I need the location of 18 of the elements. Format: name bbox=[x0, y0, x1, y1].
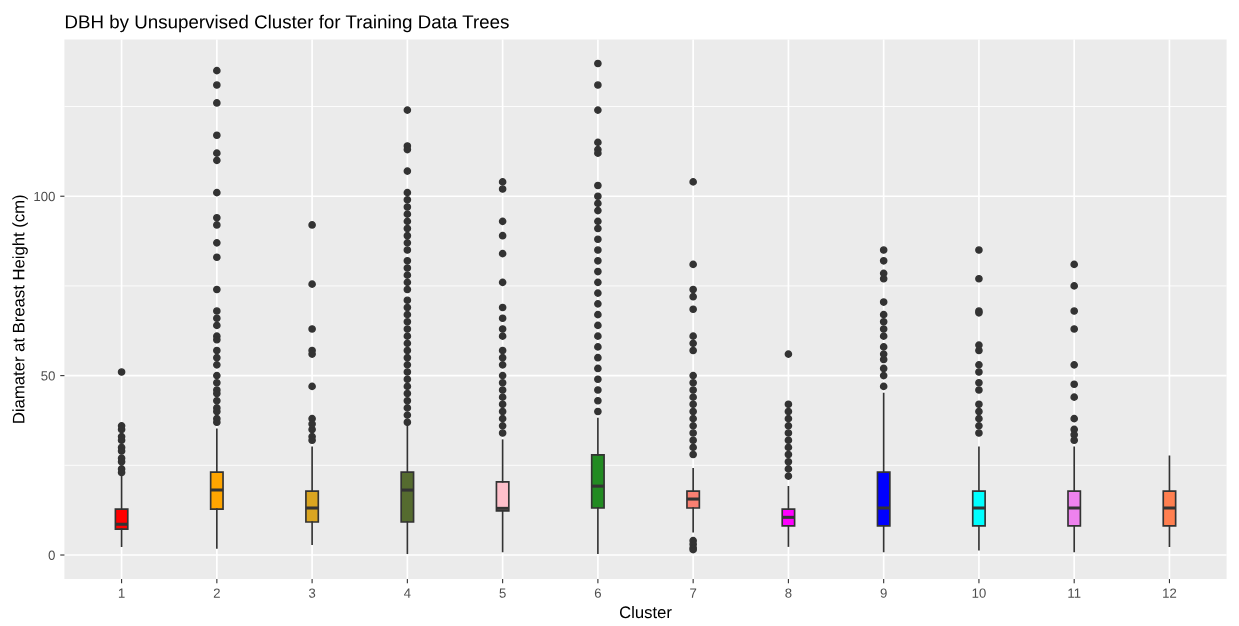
x-tick-label: 6 bbox=[594, 588, 601, 598]
y-axis-title: Diamater at Breast Height (cm) bbox=[12, 195, 28, 423]
y-tick-label: 50 bbox=[41, 371, 55, 381]
y-tick-label: 100 bbox=[34, 191, 55, 202]
x-tick-label: 12 bbox=[1163, 588, 1177, 598]
x-tick-label: 7 bbox=[690, 588, 697, 598]
x-tick-label: 4 bbox=[404, 588, 411, 598]
x-tick-label: 9 bbox=[880, 588, 887, 598]
x-tick-label: 11 bbox=[1068, 588, 1081, 598]
chart-title: DBH by Unsupervised Cluster for Training Data Trees bbox=[65, 14, 509, 33]
x-tick-label: 2 bbox=[213, 588, 220, 598]
x-tick-label: 5 bbox=[499, 588, 506, 598]
x-tick-label: 3 bbox=[308, 588, 316, 598]
x-tick-label: 10 bbox=[972, 588, 986, 598]
x-tick-label: 8 bbox=[785, 588, 792, 598]
y-tick-label: 0 bbox=[48, 550, 55, 560]
x-tick-label: 1 bbox=[118, 588, 125, 598]
x-axis-title: Cluster bbox=[619, 605, 672, 619]
